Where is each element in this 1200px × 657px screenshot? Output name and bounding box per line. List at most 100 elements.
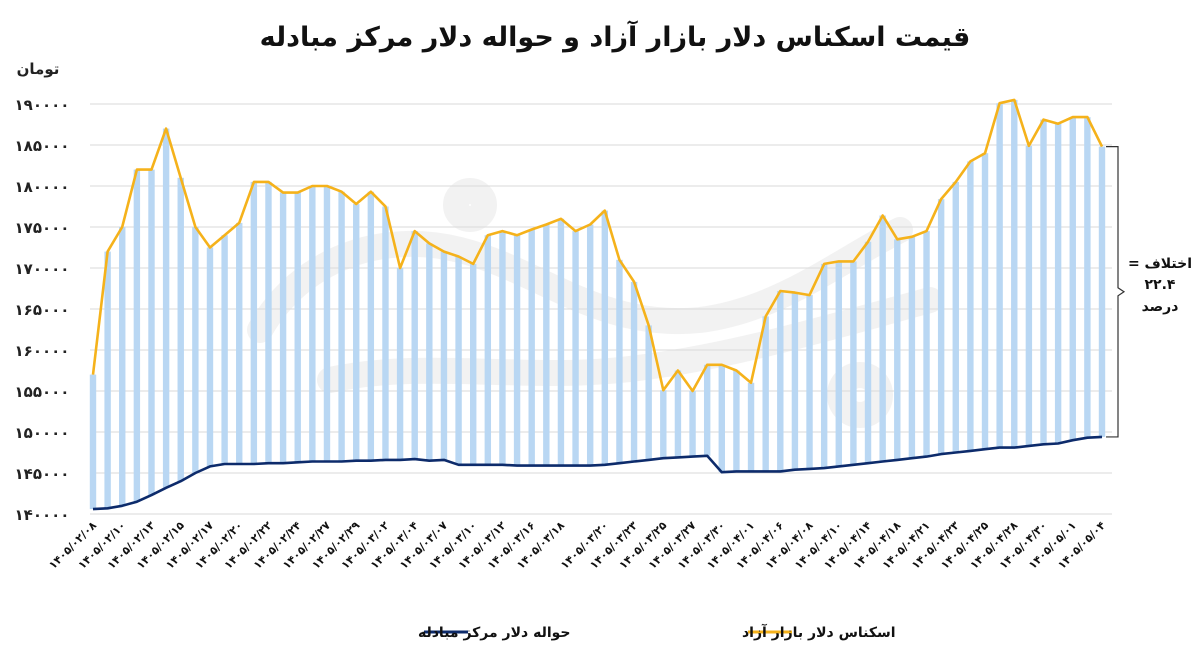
spread-bar: [265, 181, 272, 464]
spread-bar: [791, 292, 799, 470]
y-tick-label: ۱۶۰۰۰۰: [15, 342, 70, 360]
spread-bar: [543, 224, 550, 466]
spread-bar: [528, 229, 535, 466]
spread-bar: [733, 370, 740, 472]
spread-bar: [616, 259, 623, 464]
spread-bar: [996, 103, 1003, 448]
spread-bar: [426, 243, 433, 461]
y-tick-label: ۱۴۵۰۰۰: [15, 465, 70, 483]
y-tick-label: ۱۹۰۰۰۰: [15, 96, 70, 114]
spread-bar: [148, 169, 155, 496]
spread-bar: [850, 261, 857, 465]
spread-bar: [660, 390, 667, 459]
spread-bar: [470, 263, 477, 465]
watermark-logo: [247, 178, 943, 428]
spread-bar: [572, 231, 579, 466]
spread-bar: [937, 199, 945, 455]
y-tick-label: ۱۵۵۰۰۰: [15, 383, 70, 401]
spread-bar: [674, 370, 682, 458]
spread-bar: [499, 231, 506, 465]
spread-bar: [777, 290, 784, 472]
y-tick-label: ۱۸۵۰۰۰: [15, 137, 70, 155]
spread-bar: [236, 222, 243, 464]
spread-bar: [1040, 119, 1047, 445]
spread-bar: [703, 364, 711, 456]
spread-bar: [353, 204, 360, 461]
spread-bar: [367, 191, 375, 461]
spread-bar: [382, 206, 389, 460]
y-axis-ticks: ۱۹۰۰۰۰ ۱۸۵۰۰۰ ۱۸۰۰۰۰ ۱۷۵۰۰۰ ۱۷۰۰۰۰ ۱۶۵۰۰۰ ۱۶۰۰…: [15, 96, 70, 524]
legend: اسکناس دلار بازار آزاد حواله دلار مرکز م…: [418, 623, 896, 641]
spread-bar: [601, 210, 609, 465]
spread-bar: [1084, 117, 1091, 438]
spread-bar: [981, 153, 989, 450]
spread-bar: [806, 295, 813, 469]
y-tick-label: ۱۷۵۰۰۰: [15, 219, 70, 237]
spread-bar: [279, 192, 287, 464]
exchange-center-line: [92, 435, 1103, 511]
spread-bar: [762, 316, 769, 472]
spread-bar: [630, 281, 638, 462]
spread-bar: [455, 256, 462, 465]
spread-bar: [820, 263, 828, 469]
spread-bar: [309, 186, 316, 462]
spread-bar: [586, 224, 594, 466]
difference-value: ۲۲.۴: [1145, 277, 1176, 293]
y-tick-label: ۱۷۰۰۰۰: [15, 260, 70, 278]
spread-bar: [411, 231, 418, 460]
gridlines: [90, 103, 1112, 515]
spread-bar: [645, 325, 652, 460]
legend-label-free-market: اسکناس دلار بازار آزاد: [742, 623, 896, 641]
y-tick-label: ۱۶۵۰۰۰: [15, 301, 70, 319]
difference-label-line3: درصد: [1142, 299, 1179, 315]
spread-bar: [908, 236, 916, 459]
y-axis-unit-label: تومان: [17, 60, 60, 78]
spread-bar: [894, 239, 901, 460]
spread-bars: [89, 99, 1106, 510]
spread-bar: [513, 235, 521, 466]
spread-bar: [1025, 145, 1033, 446]
spread-bar: [923, 231, 930, 457]
spread-bar: [1069, 117, 1076, 441]
y-tick-label: ۱۵۰۰۰۰: [15, 424, 70, 442]
spread-bar: [192, 227, 199, 473]
difference-label-line1: اختلاف =: [1128, 256, 1192, 272]
spread-bar: [162, 128, 170, 488]
spread-bar: [952, 181, 959, 453]
spread-bar: [104, 251, 111, 509]
spread-bar: [1011, 99, 1018, 448]
spread-bar: [864, 241, 872, 464]
chart-title: قیمت اسکناس دلار بازار آزاد و حواله دلار…: [260, 20, 971, 53]
spread-bar: [119, 227, 126, 506]
spread-bar: [221, 235, 228, 464]
difference-annotation: اختلاف = ۲۲.۴ درصد: [1106, 146, 1192, 438]
y-tick-label: ۱۸۰۰۰۰: [15, 178, 70, 196]
spread-bar: [967, 161, 974, 451]
spread-bar: [879, 215, 886, 462]
spread-bar: [89, 374, 97, 510]
difference-bracket: [1106, 146, 1126, 438]
y-tick-label: ۱۴۰۰۰۰: [15, 506, 70, 524]
spread-bar: [250, 181, 258, 464]
spread-bar: [484, 235, 492, 465]
spread-bar: [396, 268, 404, 460]
spread-bar: [689, 391, 696, 457]
spread-bar: [294, 192, 301, 463]
spread-bar: [747, 382, 755, 472]
spread-bar: [177, 177, 184, 482]
spread-bar: [1054, 123, 1062, 444]
x-axis-ticks: ۱۴۰۵/۰۲/۰۸۱۴۰۵/۰۲/۱۰۱۴۰۵/۰۲/۱۳۱۴۰۵/۰۲/۱۵…: [46, 519, 1108, 572]
spread-bar: [338, 191, 345, 462]
spread-bar: [718, 364, 725, 473]
series-lines: [91, 98, 1104, 511]
spread-bar: [835, 261, 842, 467]
spread-bar: [440, 251, 448, 460]
legend-label-exchange-center: حواله دلار مرکز مبادله: [418, 625, 571, 641]
spread-bar: [1098, 146, 1106, 437]
spread-bar: [133, 169, 141, 502]
spread-bar: [206, 247, 214, 467]
spread-bar: [323, 186, 331, 462]
free-market-line: [91, 98, 1104, 393]
spread-bar: [557, 218, 565, 466]
